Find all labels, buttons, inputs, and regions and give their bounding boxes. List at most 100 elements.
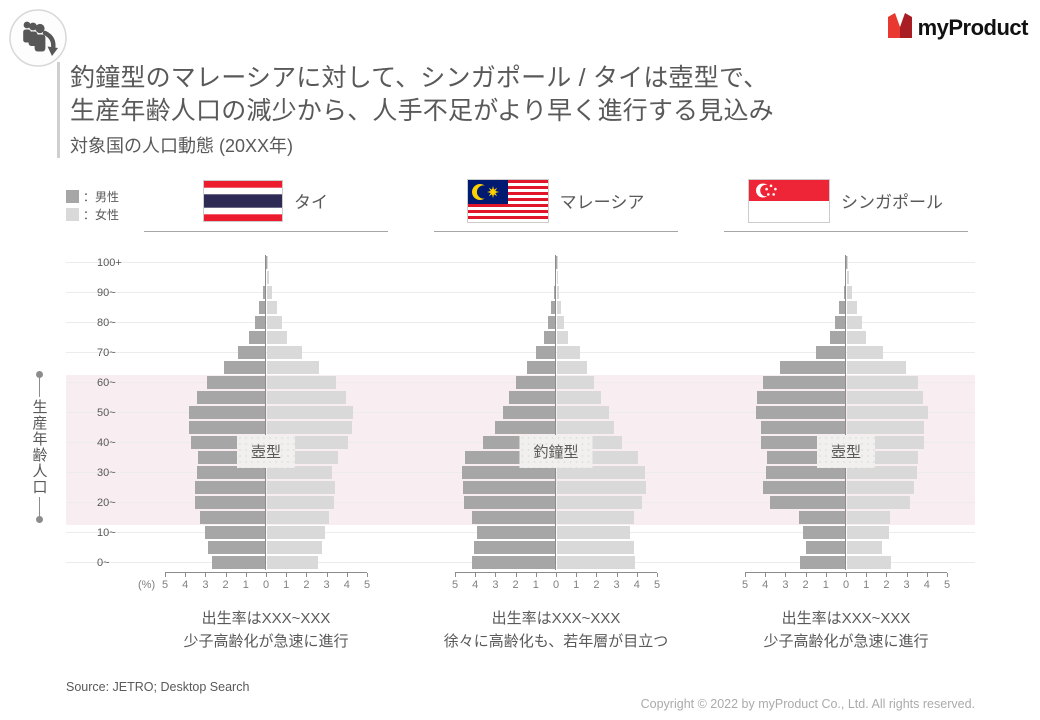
male-bar [248,331,266,344]
male-bar [212,556,266,569]
male-bar [829,331,846,344]
x-axis-tick [535,573,537,577]
country-header-thailand: タイ [144,170,388,232]
page-title-line-2: 生産年齢人口の減少から、人手不足がより早く進行する見込み [70,96,774,125]
male-bar [223,361,266,374]
x-axis-tick-label: 3 [903,579,910,591]
caption-singapore: 出生率はXXX~XXX 少子高齢化が急速に進行 [706,608,986,653]
female-bar [267,496,334,509]
female-bar [557,316,564,329]
country-name: シンガポール [841,193,943,212]
people-attrition-icon [8,8,68,68]
x-axis-tick [306,573,308,577]
male-bar [508,391,556,404]
age-tick-label: 40~ [97,436,116,449]
female-bar [267,286,273,299]
copyright-note: Copyright © 2022 by myProduct Co., Ltd. … [640,697,975,711]
female-bar [557,556,635,569]
female-bar [267,556,318,569]
male-bar [761,421,846,434]
male-bar [258,301,266,314]
shape-label: 釣鐘型 [519,435,593,468]
x-axis-tick-label: 4 [343,579,350,591]
x-axis-tick-label: 0 [262,579,270,591]
female-bar [557,541,634,554]
x-axis-tick [825,573,827,577]
age-tick-label: 90~ [97,286,116,299]
female-bar [557,406,609,419]
x-axis-tick [266,573,267,577]
male-bar [503,406,556,419]
x-axis-tick [185,573,187,577]
x-axis-tick-label: 2 [802,579,809,591]
female-bar [557,361,588,374]
female-bar [557,526,630,539]
x-axis-tick [947,573,948,577]
male-bar [477,526,556,539]
x-axis-tick-label: 4 [633,579,640,591]
female-bar [847,526,890,539]
male-bar [815,346,846,359]
x-axis-tick [495,573,497,577]
caption-line: 出生率はXXX~XXX [201,610,331,627]
page-subtitle: 対象国の人口動態 (20XX年) [70,136,294,156]
male-bar [766,466,846,479]
female-bar [267,301,278,314]
age-tick-label: 10~ [97,526,116,539]
x-axis-tick [765,573,767,577]
male-bar [543,331,556,344]
female-bar [557,496,642,509]
x-axis-line [745,572,947,573]
x-axis-tick-label: 3 [782,579,789,591]
age-tick-label: 50~ [97,406,116,419]
female-bar [847,406,928,419]
male-bar [799,556,846,569]
x-axis-tick [515,573,517,577]
male-bar [535,346,556,359]
female-bar [847,556,892,569]
caption-line: 少子高齢化が急速に進行 [763,632,929,650]
female-bar [267,481,335,494]
center-axis-line [845,255,846,570]
x-axis-tick-label: 3 [202,579,209,591]
country-header-singapore: シンガポール [724,170,968,232]
female-bar [557,331,569,344]
x-axis-tick-label: 2 [222,579,229,591]
x-axis-tick [886,573,888,577]
malaysia-flag-icon [467,179,548,222]
x-axis-tick [286,573,288,577]
x-axis-singapore: 5 4 3 2 1 0 1 2 3 4 5 [742,572,950,594]
female-bar [847,421,924,434]
x-axis-tick-label: 4 [762,579,769,591]
x-axis-tick-label: 1 [283,579,290,591]
x-axis-tick-label: 5 [451,579,459,591]
x-axis-tick-label: 2 [883,579,890,591]
legend-female-label: ：女性 [83,207,120,222]
annotation-bottom-dot [35,516,43,523]
male-bar [805,541,846,554]
source-note: Source: JETRO; Desktop Search [66,680,250,694]
male-bar [526,361,556,374]
x-axis-tick [657,573,658,577]
male-bar [463,481,556,494]
caption-malaysia: 出生率はXXX~XXX 徐々に高齢化も、若年層が目立つ [416,608,696,653]
female-bar [557,391,602,404]
female-bar [847,511,891,524]
x-axis-tick [745,573,746,577]
female-bar [267,541,322,554]
shape-label: 壺型 [236,435,296,468]
x-axis-tick [556,573,557,577]
gridline [66,262,975,263]
male-bar [553,286,556,299]
x-axis-tick-label: 5 [161,579,169,591]
male-bar [200,511,266,524]
male-bar [770,496,846,509]
male-bar [798,511,846,524]
brand-logo: myProduct [887,12,1029,43]
x-axis-thailand: 5 4 3 2 1 0 1 2 3 4 5 [161,572,370,594]
female-bar [267,256,268,269]
caption-line: 徐々に高齢化も、若年層が目立つ [443,632,669,650]
male-bar [834,316,846,329]
x-axis-tick [346,573,348,577]
x-axis-line [165,572,367,573]
